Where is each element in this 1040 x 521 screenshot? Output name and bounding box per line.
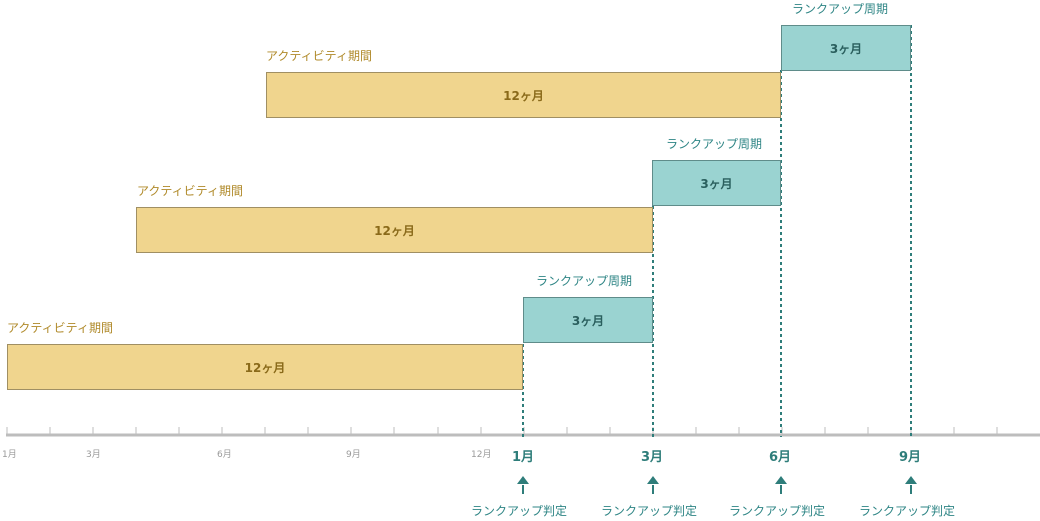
rank-up-cycle-duration: 3ヶ月 xyxy=(571,313,605,328)
activity-period-bar: 12ヶ月 xyxy=(266,72,781,118)
judgement-month-label: 1月 xyxy=(512,450,535,465)
rank-up-judgement-label: ランクアップ判定 xyxy=(729,504,826,518)
rank-up-judgement-label: ランクアップ判定 xyxy=(859,504,956,518)
judgement-guides xyxy=(522,25,912,437)
rank-up-cycle-duration: 3ヶ月 xyxy=(829,41,863,56)
rank-up-cycle-title: ランクアップ周期 xyxy=(536,274,633,288)
arrow-up-icon xyxy=(517,476,529,494)
rank-up-cycle-title: ランクアップ周期 xyxy=(666,137,763,151)
axis-tick-label: 6月 xyxy=(217,450,232,460)
judgement-month-label: 6月 xyxy=(769,450,792,465)
activity-period-bar: 12ヶ月 xyxy=(136,207,653,253)
axis-tick-label: 12月 xyxy=(471,450,492,460)
activity-period-duration: 12ヶ月 xyxy=(244,360,286,375)
rank-up-cycle-duration: 3ヶ月 xyxy=(700,176,733,191)
activity-period-bar: 12ヶ月 xyxy=(7,344,523,390)
rank-up-cycle-bar: 3ヶ月 xyxy=(781,25,911,71)
judgement-month-label: 9月 xyxy=(899,450,922,465)
rank-up-cycle-bar: 3ヶ月 xyxy=(652,160,781,206)
rank-up-judgement-label: ランクアップ判定 xyxy=(601,504,698,518)
rank-up-judgement-label: ランクアップ判定 xyxy=(471,504,568,518)
activity-period-title: アクティビティ期間 xyxy=(137,184,243,198)
axis-tick-label: 3月 xyxy=(86,450,101,460)
axis-tick-label: 1月 xyxy=(2,450,17,460)
judgement-arrows xyxy=(517,476,917,494)
activity-period-title: アクティビティ期間 xyxy=(266,49,372,63)
judgement-month-label: 3月 xyxy=(641,450,664,465)
rank-up-cycle-bar: 3ヶ月 xyxy=(523,297,653,343)
axis-tick-label: 9月 xyxy=(346,450,361,460)
activity-period-duration: 12ヶ月 xyxy=(374,223,415,238)
arrow-up-icon xyxy=(905,476,917,494)
arrow-up-icon xyxy=(647,476,659,494)
activity-period-duration: 12ヶ月 xyxy=(503,88,544,103)
arrow-up-icon xyxy=(775,476,787,494)
activity-period-title: アクティビティ期間 xyxy=(7,321,113,335)
rank-up-cycle-title: ランクアップ周期 xyxy=(792,2,889,16)
